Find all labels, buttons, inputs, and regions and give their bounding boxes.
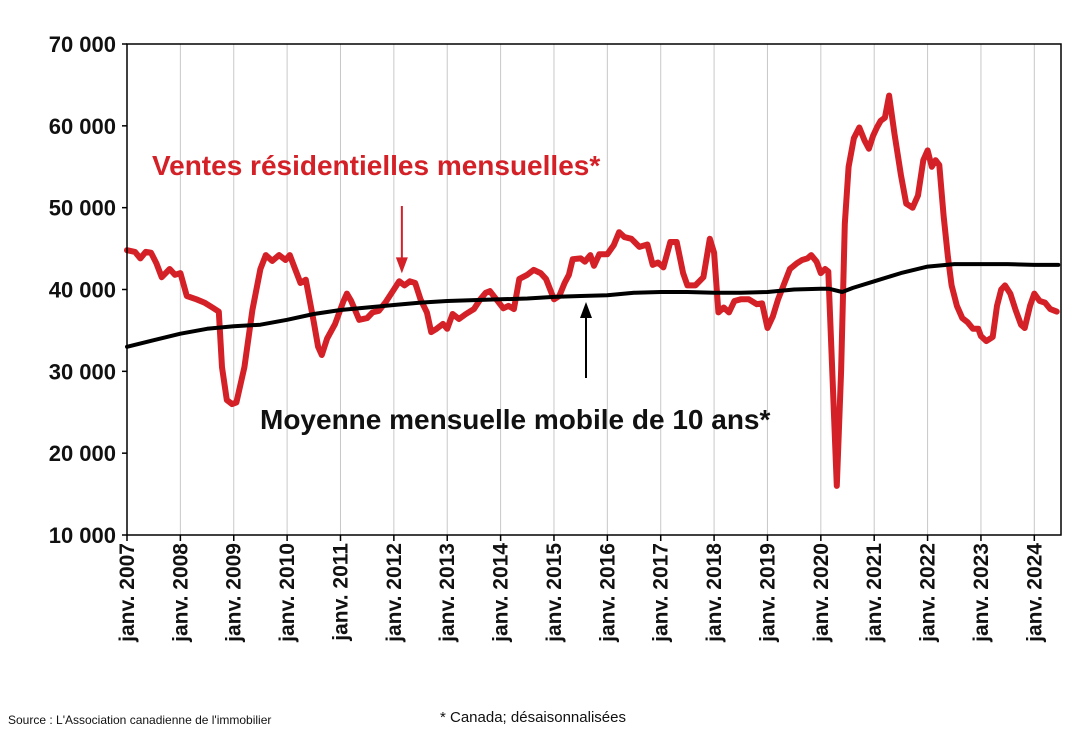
x-tick-label: janv. 2021 [863,543,886,643]
y-tick-label: 70 000 [49,32,116,57]
x-tick-label: janv. 2017 [650,543,673,643]
arrow-head-average [579,302,592,319]
annotation-monthly-sales: Ventes résidentielles mensuelles* [152,150,600,181]
x-tick-label: janv. 2013 [436,543,459,643]
footnote: * Canada; désaisonnalisées [440,709,626,726]
series-lines [124,92,1061,489]
x-tick-label: janv. 2007 [116,543,139,643]
x-tick-label: janv. 2022 [917,543,940,643]
x-tick-label: janv. 2020 [810,543,833,643]
y-tick-label: 50 000 [49,196,116,221]
annotation-arrows [395,206,592,378]
y-tick-label: 40 000 [49,278,116,303]
y-tick-label: 20 000 [49,441,116,466]
x-tick-label: janv. 2008 [169,543,192,643]
y-tick-label: 60 000 [49,114,116,139]
source-note: Source : L'Association canadienne de l'i… [8,713,272,727]
series-monthly-sales [124,92,1060,489]
series-moving-average [125,262,1061,349]
y-axis-ticks: 10 000 20 000 30 000 40 000 50 000 60 000 70 0… [49,32,127,548]
x-tick-label: janv. 2024 [1023,543,1046,643]
x-tick-label: janv. 2011 [329,543,352,642]
y-tick-label: 30 000 [49,359,116,384]
x-tick-label: janv. 2015 [543,543,566,643]
x-tick-label: janv. 2023 [970,543,993,643]
x-tick-label: janv. 2016 [596,543,619,643]
x-tick-label: janv. 2009 [223,543,246,643]
plot-frame [126,43,1062,536]
x-tick-label: janv. 2012 [383,543,406,643]
x-tick-label: janv. 2019 [756,543,779,643]
x-tick-label: janv. 2010 [276,543,299,643]
x-axis-ticks: janv. 2007 janv. 2008 janv. 2009 janv. 2010… [116,535,1046,643]
arrow-head-sales [395,257,408,274]
x-tick-label: janv. 2018 [703,543,726,643]
x-tick-label: janv. 2014 [490,543,513,643]
y-tick-label: 10 000 [49,523,116,548]
annotation-moving-average: Moyenne mensuelle mobile de 10 ans* [260,404,771,435]
plot-area [127,44,1061,535]
